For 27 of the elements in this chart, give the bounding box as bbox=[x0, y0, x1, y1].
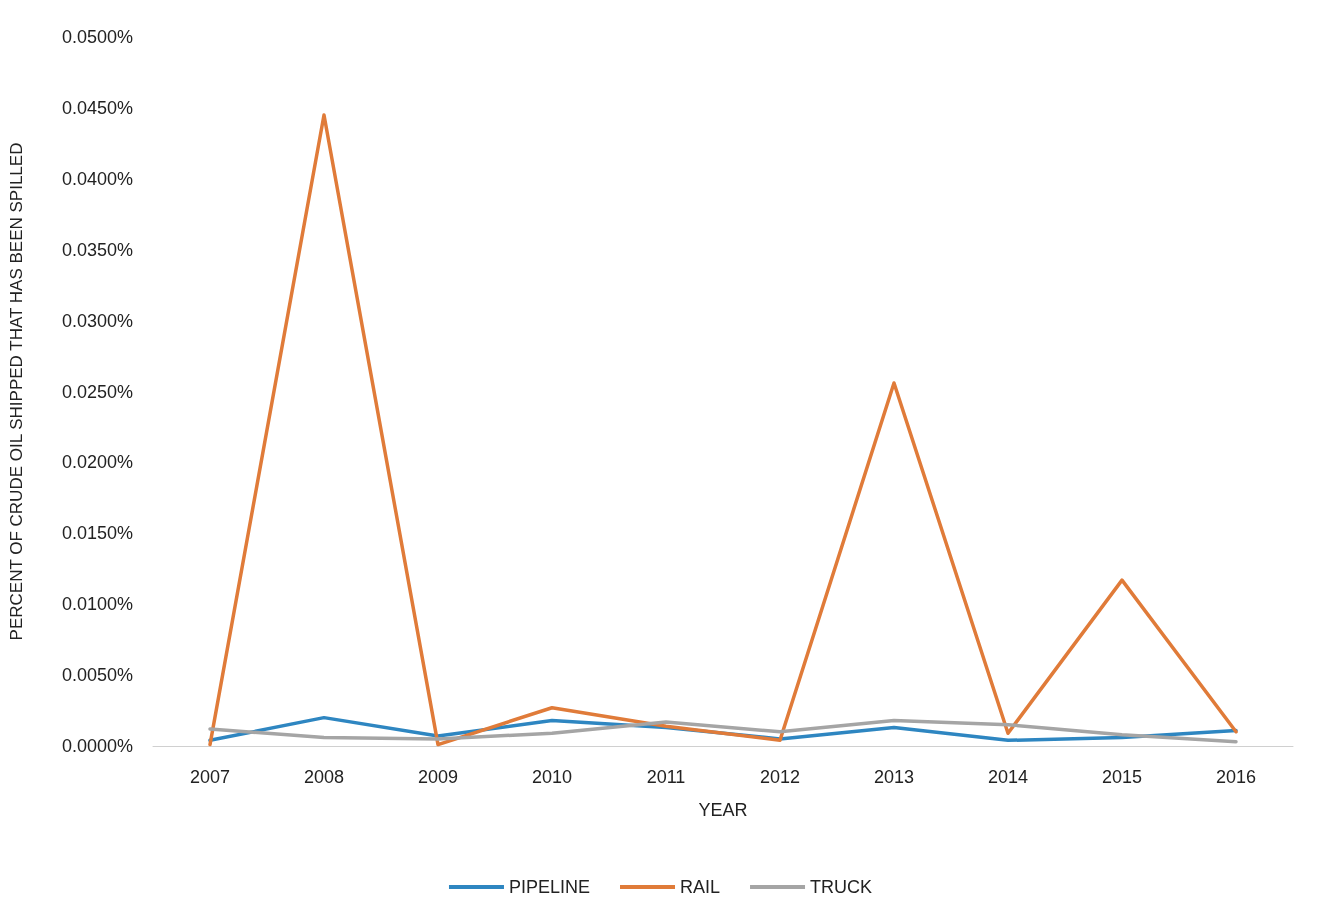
x-tick-label: 2008 bbox=[303, 767, 345, 787]
y-tick-label: 0.0250% bbox=[61, 381, 133, 402]
x-axis-title: YEAR bbox=[698, 800, 748, 820]
x-tick-label: 2011 bbox=[646, 767, 686, 787]
y-tick-label: 0.0400% bbox=[61, 168, 133, 189]
legend-label: TRUCK bbox=[810, 877, 873, 897]
x-tick-label: 2014 bbox=[987, 767, 1029, 787]
x-tick-label: 2013 bbox=[873, 767, 915, 787]
x-tick-label: 2016 bbox=[1215, 767, 1257, 787]
y-tick-label: 0.0200% bbox=[61, 452, 133, 473]
y-tick-label: 0.0000% bbox=[61, 736, 133, 756]
y-tick-label: 0.0300% bbox=[61, 310, 133, 331]
line-series bbox=[208, 113, 1238, 747]
x-tick-label: 2007 bbox=[189, 767, 231, 787]
x-tick-label: 2010 bbox=[531, 767, 573, 787]
y-tick-label: 0.0350% bbox=[61, 239, 133, 260]
y-tick-label: 0.0450% bbox=[61, 97, 133, 118]
legend-label: PIPELINE bbox=[508, 877, 591, 897]
y-tick-label: 0.0150% bbox=[61, 523, 133, 544]
legend-label: RAIL bbox=[680, 877, 721, 897]
x-tick-label: 2009 bbox=[417, 767, 459, 787]
x-tick-label: 2015 bbox=[1101, 767, 1143, 787]
y-tick-label: 0.0500% bbox=[61, 27, 133, 47]
y-tick-label: 0.0100% bbox=[61, 594, 133, 615]
y-tick-label: 0.0050% bbox=[61, 665, 133, 686]
x-tick-label: 2012 bbox=[759, 767, 801, 787]
y-axis-title: PERCENT OF CRUDE OIL SHIPPED THAT HAS BEEN SPILLED bbox=[7, 142, 26, 641]
